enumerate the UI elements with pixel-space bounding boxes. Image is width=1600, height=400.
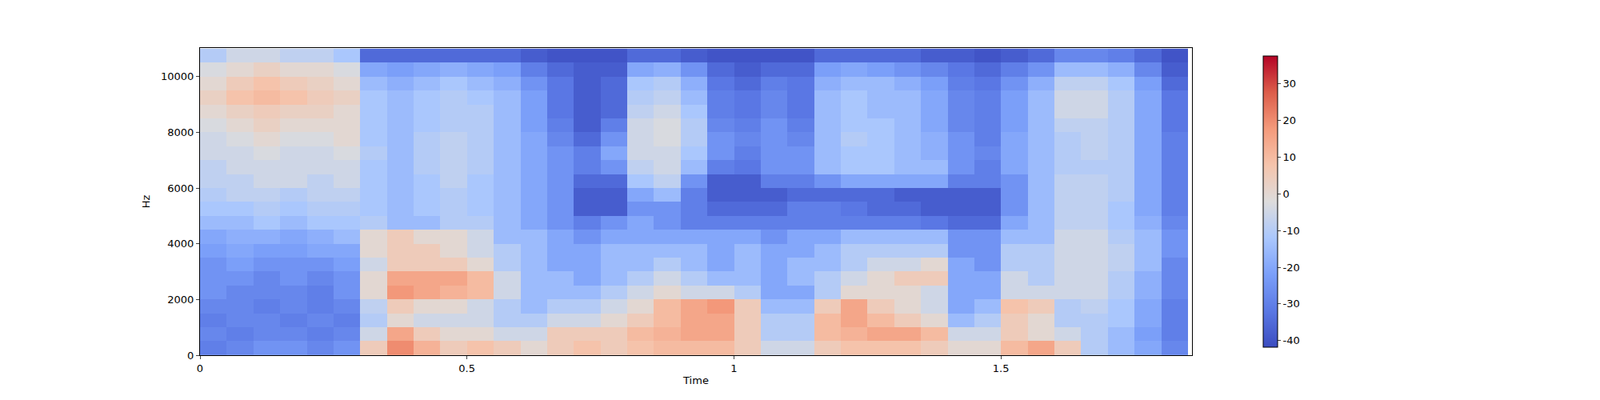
svg-text:30: 30 <box>1283 77 1297 90</box>
svg-text:-30: -30 <box>1283 297 1300 310</box>
svg-text:8000: 8000 <box>167 126 194 139</box>
svg-text:10000: 10000 <box>160 70 194 83</box>
svg-text:0: 0 <box>196 362 204 375</box>
svg-text:1: 1 <box>730 362 737 375</box>
svg-text:4000: 4000 <box>167 237 194 250</box>
svg-text:0.5: 0.5 <box>458 362 476 375</box>
svg-text:-40: -40 <box>1283 334 1300 347</box>
svg-text:10: 10 <box>1283 151 1297 164</box>
svg-text:-10: -10 <box>1283 224 1300 237</box>
svg-text:-20: -20 <box>1283 261 1300 274</box>
svg-text:1.5: 1.5 <box>992 362 1010 375</box>
svg-text:0: 0 <box>1283 188 1290 200</box>
svg-text:0: 0 <box>187 349 194 362</box>
svg-text:20: 20 <box>1283 114 1297 127</box>
svg-text:2000: 2000 <box>167 293 194 306</box>
svg-text:Time: Time <box>682 374 709 387</box>
svg-text:6000: 6000 <box>167 182 194 195</box>
svg-text:Hz: Hz <box>140 195 152 209</box>
